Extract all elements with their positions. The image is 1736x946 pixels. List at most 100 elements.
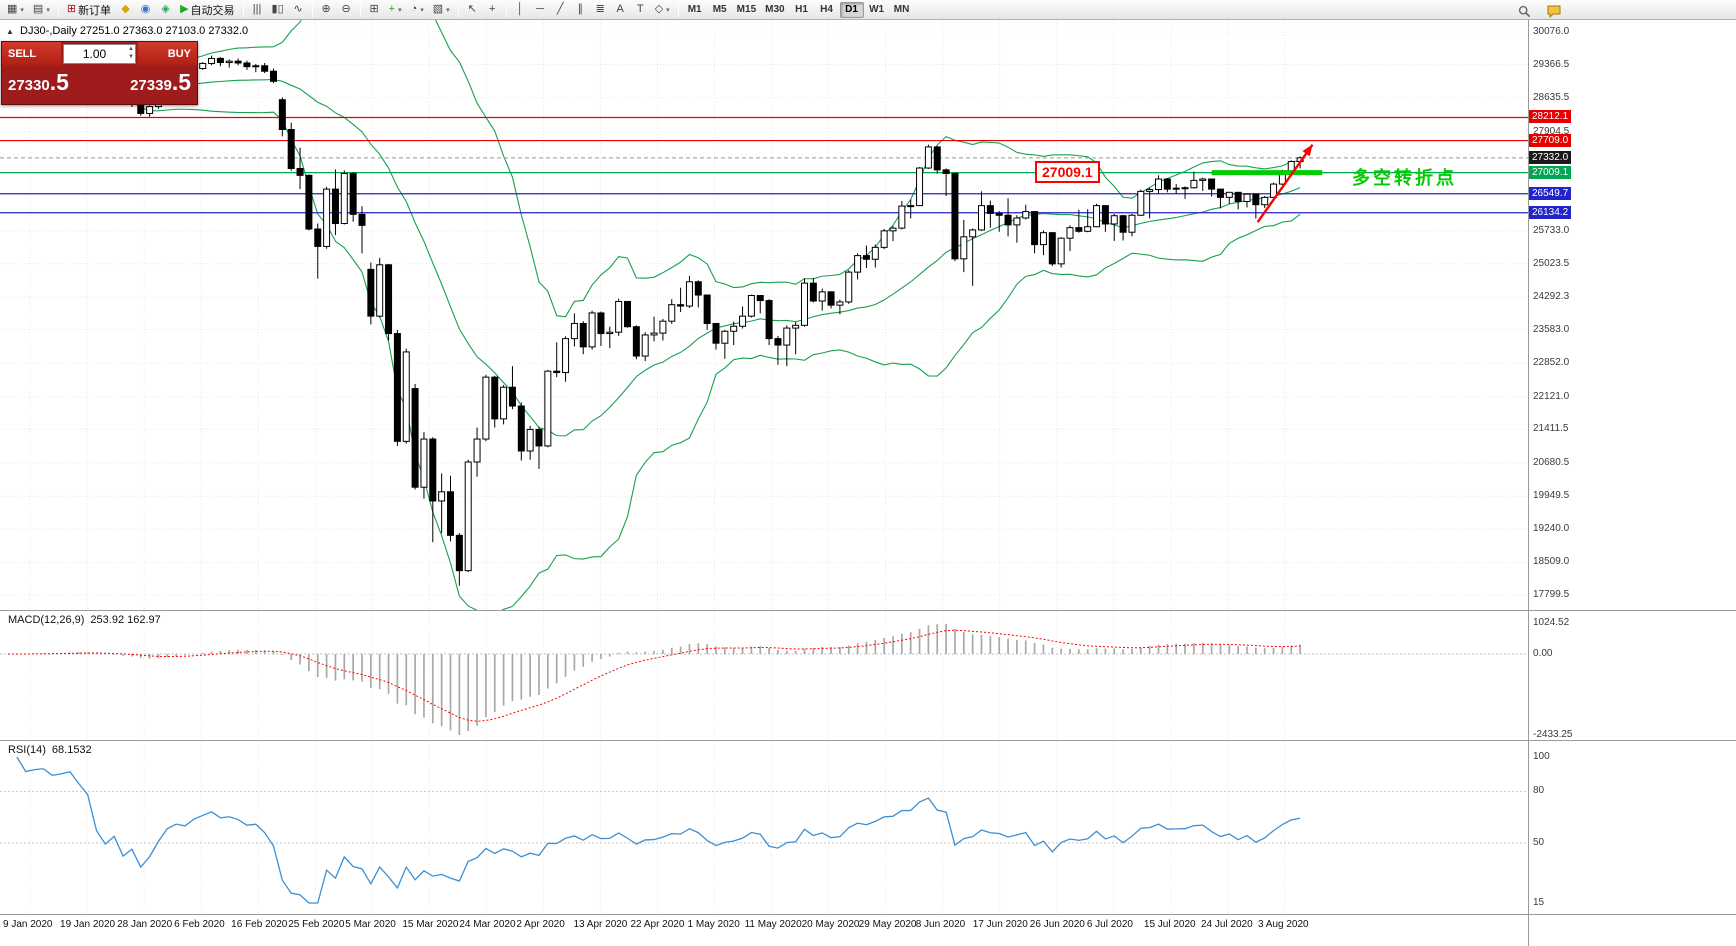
templates-button[interactable]: ▧ ▾ [429,1,454,18]
shapes-button[interactable]: ◇ ▾ [651,1,674,18]
dropdown-caret-icon: ▾ [398,6,402,14]
vertical-line-button[interactable]: │ [511,1,530,18]
cursor-button[interactable]: ↖ [463,1,482,18]
price-level-badge: 26549.7 [1529,186,1572,200]
shapes-icon: ◇ [654,3,664,15]
sell-button[interactable]: SELL [2,42,61,66]
toolbar-separator [311,2,313,17]
timeframe-w1-button[interactable]: W1 [869,4,885,15]
terminal-button[interactable]: ◈ [156,1,175,18]
periods-button[interactable]: ◔ ▾ [407,1,428,18]
macd-panel[interactable]: MACD(12,26,9) 253.92 162.97 1024.52 0.00 -2… [0,611,1736,740]
macd-axis-label: 1024.52 [1533,617,1570,628]
zoom-out-button[interactable]: ⊖ [337,1,356,18]
timeframe-h4-button[interactable]: H4 [820,4,833,15]
price-axis-label: 19240.0 [1533,522,1570,534]
periods-icon: ◔ [410,3,418,15]
bar-chart-icon: ||| [252,3,262,15]
timeframe-m15-button[interactable]: M15 [736,4,757,15]
bar-chart-button[interactable]: ||| [248,1,267,18]
main-chart-panel[interactable]: ▲ DJ30-,Daily 27251.0 27363.0 27103.0 27… [0,20,1736,610]
metaeditor-button[interactable]: ◆ [116,1,135,18]
time-axis-label: 17 Jun 2020 [972,919,1028,930]
buy-price: 27339.5 [130,69,191,95]
crosshair-button[interactable]: + [483,1,502,18]
navigator-button[interactable]: ◉ [136,1,155,18]
dropdown-caret-icon: ▾ [420,6,424,14]
buy-button[interactable]: BUY [138,42,197,66]
macd-panel-separator[interactable] [0,610,1736,611]
fibonacci-button[interactable]: ≣ [591,1,610,18]
price-axis-label: 29366.5 [1533,58,1570,70]
label-icon: T [636,3,644,15]
time-axis-label: 15 Mar 2020 [402,919,459,930]
search-icon [1518,5,1531,18]
new-order-icon: ⊞ [66,3,77,15]
timeframe-h1-button[interactable]: H1 [795,4,808,15]
price-axis-label: 17799.5 [1533,589,1570,600]
toolbar-button-group: ▦ ▾ ▤ ▾ ⊞ 新订单 ◆ ◉ ◈ ▶ 自动交易 ||| ▮▯ ∿ ⊕ ⊖ ⊞ + ▾ ◔ ▾ ▧ ▾ ↖ + │ ─ ╱ ∥ ≣ A T… [3,1,682,18]
channel-button[interactable]: ∥ [571,1,590,18]
rsi-axis-label: 80 [1533,785,1545,797]
grid-layer [0,20,1528,610]
candlestick-button[interactable]: ▮▯ [268,1,288,18]
autotrading-button-label: 自动交易 [190,4,235,17]
macd-histogram [16,623,1301,735]
autotrading-button[interactable]: ▶ 自动交易 [176,1,238,18]
dropdown-caret-icon: ▾ [20,6,24,14]
volume-input[interactable]: 1.00 ▲ ▼ [63,44,136,64]
time-axis-label: 20 May 2020 [801,919,860,930]
timeframe-m5-button[interactable]: M5 [712,4,727,15]
volume-stepper[interactable]: ▲ ▼ [128,45,134,61]
time-axis[interactable]: 9 Jan 2020 19 Jan 2020 28 Jan 2020 6 Feb 20… [0,915,1736,946]
zoom-in-button[interactable]: ⊕ [317,1,336,18]
toolbar-separator [677,2,679,17]
time-axis-separator [0,914,1736,915]
timeframe-d1-button[interactable]: D1 [839,1,864,18]
trade-panel-top-row: SELL 1.00 ▲ ▼ BUY [2,42,197,66]
navigator-icon: ◉ [140,3,151,15]
rsi-label: RSI(14) 68.1532 [8,744,92,756]
time-axis-label: 5 Mar 2020 [345,919,396,930]
profiles-button[interactable]: ▤ ▾ [29,1,54,18]
search-button[interactable] [1514,3,1535,20]
zoom-in-icon: ⊕ [321,3,331,15]
time-axis-label: 8 Jun 2020 [915,919,966,930]
toolbar-separator [457,2,459,17]
time-axis-label: 1 May 2020 [687,919,740,930]
chat-button[interactable] [1543,3,1565,20]
timeframe-m30-button[interactable]: M30 [765,4,785,15]
new-chart-button[interactable]: ▦ ▾ [3,1,28,18]
rsi-panel[interactable]: RSI(14) 68.1532 100 80 50 15 [0,741,1736,914]
tile-windows-icon: ⊞ [369,3,379,15]
new-order-button[interactable]: ⊞ 新订单 [63,1,115,18]
time-axis-label: 13 Apr 2020 [573,919,628,930]
volume-down-icon[interactable]: ▼ [128,54,134,60]
price-level-badge: 26134.2 [1529,205,1572,219]
price-axis-label: 25023.5 [1533,257,1570,269]
trend-arrow-line[interactable] [1256,143,1314,223]
indicators-button[interactable]: + ▾ [385,1,406,18]
trendline-button[interactable]: ╱ [551,1,570,18]
price-axis-label: 22121.0 [1533,390,1570,402]
time-axis-label: 22 Apr 2020 [630,919,685,930]
price-callout[interactable]: 27009.1 [1035,161,1100,183]
rsi-axis-label: 100 [1533,751,1550,762]
label-button[interactable]: T [631,1,650,18]
volume-up-icon[interactable]: ▲ [128,46,134,52]
rsi-value: 68.1532 [51,744,92,756]
tile-windows-button[interactable]: ⊞ [365,1,384,18]
indicators-icon: + [388,3,396,15]
profiles-icon: ▤ [32,3,44,15]
rsi-panel-separator[interactable] [0,740,1736,741]
one-click-toggle-icon[interactable]: ▲ [6,27,14,36]
timeframe-mn-button[interactable]: MN [893,4,910,15]
rsi-name: RSI(14) [8,744,46,756]
horizontal-line-button[interactable]: ─ [531,1,550,18]
price-level-badge: 27709.0 [1529,133,1572,147]
rsi-line [16,756,1301,904]
timeframe-m1-button[interactable]: M1 [687,4,702,15]
text-button[interactable]: A [611,1,630,18]
price-chart[interactable] [0,20,1528,610]
line-chart-button[interactable]: ∿ [289,1,308,18]
